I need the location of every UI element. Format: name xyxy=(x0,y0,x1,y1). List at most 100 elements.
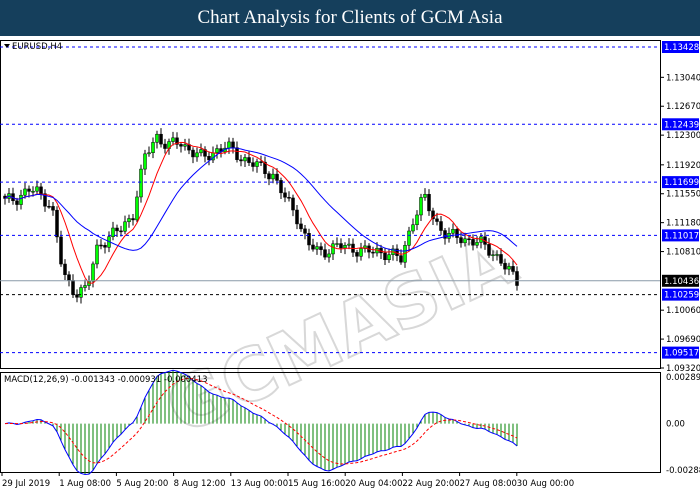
macd-tick-label: 0.002898 xyxy=(666,373,700,383)
price-chart[interactable]: GCMASIA 1.134281.124391.116991.110171.10… xyxy=(0,36,700,500)
candle xyxy=(455,229,459,238)
candle xyxy=(463,238,467,244)
candle xyxy=(199,149,203,154)
candle xyxy=(307,233,311,246)
candle xyxy=(347,243,351,246)
macd-tick-label: -0.002882 xyxy=(666,466,700,476)
candle xyxy=(419,197,423,216)
candle xyxy=(151,142,155,153)
price-tick-label: 1.10060 xyxy=(666,306,700,316)
candle xyxy=(83,285,87,288)
candle xyxy=(467,238,471,241)
level-label: 1.10259 xyxy=(664,291,699,301)
candle xyxy=(271,173,275,180)
price-tick-label: 1.09690 xyxy=(666,335,700,345)
candle xyxy=(239,159,243,162)
candle xyxy=(55,209,59,238)
candle xyxy=(339,243,343,249)
candle xyxy=(47,205,51,208)
time-label: 29 Jul 2019 xyxy=(2,479,50,489)
candle xyxy=(95,244,99,265)
candle xyxy=(51,206,55,211)
level-label-bg xyxy=(662,41,699,53)
candle xyxy=(487,244,491,256)
candle xyxy=(235,147,239,160)
candle xyxy=(71,280,75,295)
candle xyxy=(171,137,175,142)
candle xyxy=(243,157,247,162)
macd-tick-label: 0.00 xyxy=(666,420,685,430)
candle xyxy=(263,161,267,174)
time-label: 27 Aug 08:00 xyxy=(460,479,517,489)
candle xyxy=(59,236,63,265)
candle xyxy=(183,144,187,147)
price-tick-label: 1.12670 xyxy=(666,102,700,112)
candle xyxy=(319,246,323,250)
time-label: 13 Aug 00:00 xyxy=(231,479,288,489)
candle xyxy=(411,224,415,232)
candle xyxy=(327,253,331,258)
candle xyxy=(495,254,499,256)
candle xyxy=(323,249,327,258)
candle xyxy=(215,148,219,153)
time-label: 20 Aug 04:00 xyxy=(345,479,402,489)
candle xyxy=(143,153,147,170)
dropdown-triangle-icon[interactable] xyxy=(4,44,10,48)
level-label: 1.11017 xyxy=(664,231,699,241)
candle xyxy=(443,230,447,239)
candle xyxy=(67,274,71,281)
candle xyxy=(291,197,295,211)
price-tick-label: 1.11180 xyxy=(666,219,700,229)
price-tick-label: 1.11920 xyxy=(666,161,700,171)
candle xyxy=(159,133,163,145)
level-label: 1.13428 xyxy=(664,43,699,53)
level-label-bg xyxy=(662,229,699,242)
candle xyxy=(311,244,315,250)
page-title: Chart Analysis for Clients of GCM Asia xyxy=(0,0,700,36)
candle xyxy=(19,194,23,205)
candle xyxy=(299,223,303,230)
candle xyxy=(147,152,151,155)
level-label-bg xyxy=(662,288,699,301)
candle xyxy=(287,197,291,199)
candle xyxy=(15,200,19,205)
level-label: 1.11699 xyxy=(664,178,699,188)
candle xyxy=(507,266,511,270)
candle xyxy=(79,287,83,298)
current-price-bg xyxy=(662,274,699,287)
candle xyxy=(31,190,35,193)
candle xyxy=(303,228,307,234)
candle xyxy=(35,186,39,192)
price-tick-label: 1.09320 xyxy=(666,364,700,374)
time-label: 15 Aug 16:00 xyxy=(288,479,345,489)
candle xyxy=(91,263,95,282)
fast-ma-line xyxy=(4,141,518,284)
candle xyxy=(491,254,495,256)
candle xyxy=(191,149,195,158)
candle xyxy=(279,180,283,194)
time-label: 1 Aug 08:00 xyxy=(59,479,111,489)
candle xyxy=(255,161,259,167)
candle xyxy=(63,263,67,275)
candle xyxy=(363,245,367,249)
candle xyxy=(515,271,519,286)
candle xyxy=(283,192,287,198)
candle xyxy=(431,210,435,220)
candle xyxy=(267,173,271,180)
candle xyxy=(123,221,127,232)
candle xyxy=(195,152,199,158)
level-label: 1.12439 xyxy=(664,120,699,130)
level-label-bg xyxy=(662,346,699,359)
candle xyxy=(295,209,299,225)
candle xyxy=(499,254,503,264)
candle xyxy=(75,294,79,298)
candle xyxy=(251,162,255,167)
candle xyxy=(387,254,391,261)
candle xyxy=(427,194,431,212)
candle xyxy=(127,218,131,223)
time-label: 30 Aug 00:00 xyxy=(517,479,574,489)
candle xyxy=(259,161,263,163)
candle xyxy=(131,218,135,221)
candle xyxy=(383,252,387,261)
slow-ma-line xyxy=(4,147,518,252)
